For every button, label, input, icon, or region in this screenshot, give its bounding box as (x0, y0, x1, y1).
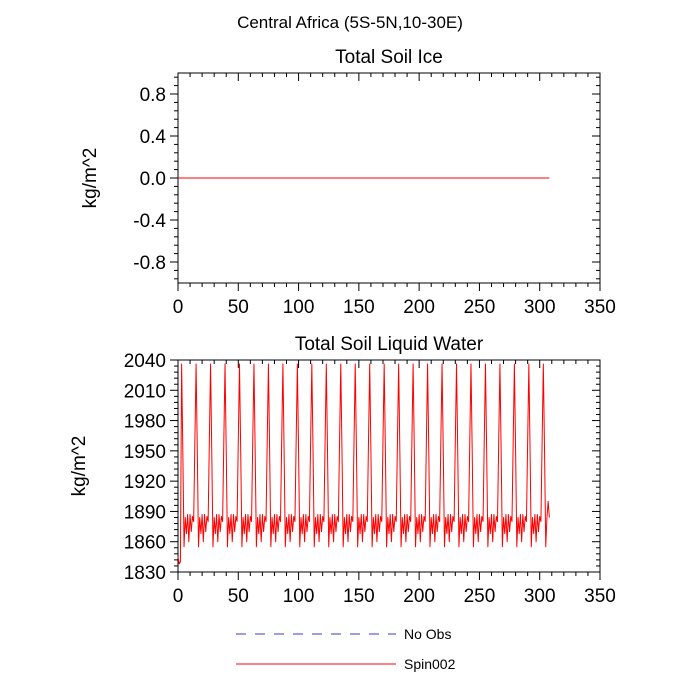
y-tick-label: 1830 (124, 563, 166, 584)
x-tick-label: 250 (464, 586, 496, 607)
x-tick-label: 350 (584, 586, 616, 607)
plot-title: Total Soil Liquid Water (295, 334, 484, 355)
y-tick-label: -0.4 (133, 211, 166, 232)
x-tick-label: 350 (584, 297, 616, 318)
y-tick-label: -0.8 (133, 253, 166, 274)
plot-title: Total Soil Ice (335, 47, 443, 68)
y-axis-label: kg/m^2 (80, 148, 101, 209)
y-tick-label: 0.0 (140, 169, 166, 190)
x-tick-label: 150 (343, 297, 375, 318)
x-tick-label: 300 (524, 297, 556, 318)
x-tick-label: 0 (173, 586, 184, 607)
y-tick-label: 2040 (124, 351, 166, 372)
x-tick-label: 0 (173, 297, 184, 318)
x-tick-label: 150 (343, 586, 375, 607)
plot-frame (177, 359, 601, 573)
x-tick-label: 200 (403, 297, 435, 318)
y-tick-label: 0.8 (140, 85, 166, 106)
y-tick-label: 1950 (124, 442, 166, 463)
x-tick-label: 100 (283, 297, 315, 318)
plot-1: Total Soil Ice kg/m^2 0 50 100 150 200 250 300 35… (80, 47, 616, 318)
y-axis-label: kg/m^2 (69, 436, 90, 497)
y-tick-label: 1860 (124, 533, 166, 554)
x-tick-label: 50 (228, 297, 249, 318)
x-tick-label: 300 (524, 586, 556, 607)
legend-label: No Obs (404, 626, 451, 642)
series-line-spin002 (177, 363, 550, 565)
y-tick-label: 1980 (124, 412, 166, 433)
plot-2: Total Soil Liquid Water kg/m^2 0 50 100 150 20… (69, 334, 616, 607)
legend: No Obs Spin002 (236, 626, 456, 672)
y-tick-label: 1920 (124, 472, 166, 493)
y-tick-label: 2010 (124, 381, 166, 402)
x-tick-label: 50 (228, 586, 249, 607)
plots: Total Soil Ice kg/m^2 0 50 100 150 200 250 300 35… (69, 47, 616, 607)
y-tick-label: 1890 (124, 502, 166, 523)
x-tick-label: 250 (464, 297, 496, 318)
figure-title: Central Africa (5S-5N,10-30E) (237, 13, 463, 32)
x-tick-label: 200 (403, 586, 435, 607)
x-tick-label: 100 (283, 586, 315, 607)
legend-label: Spin002 (404, 656, 456, 672)
y-tick-label: 0.4 (140, 127, 167, 148)
